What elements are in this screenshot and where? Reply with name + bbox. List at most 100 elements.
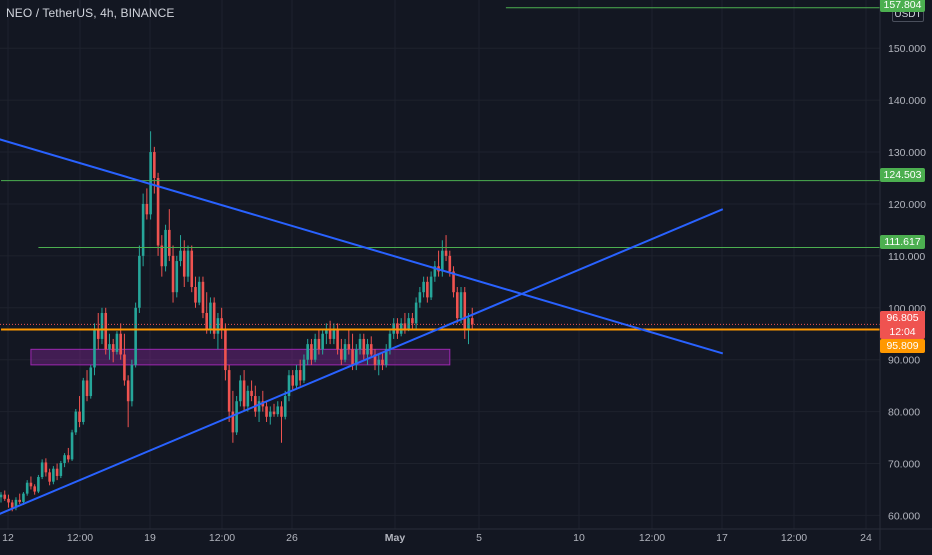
candle-body [93,328,96,368]
candle-body [227,370,231,412]
candle-body [268,411,272,417]
candle-body [216,318,220,334]
candle-body [44,462,48,473]
grid-layer [0,0,880,529]
candle-body [246,390,250,407]
candle-body [388,333,392,350]
bar-countdown-badge: 12:04 [880,325,925,339]
candle-body [40,462,44,478]
candle-body [224,328,227,371]
candle-body [369,344,373,355]
candle-body [141,203,145,256]
candle-body [332,328,336,339]
x-tick-label: 26 [286,532,298,544]
candle-body [455,292,459,319]
candle-body [108,344,111,350]
candle-body [115,333,119,352]
candle-body [130,364,134,402]
candle-body [78,411,81,422]
candle-body [321,333,324,350]
candle-body [403,323,407,329]
candle-body [85,380,89,397]
candle-body [265,406,268,417]
candle-body [414,302,418,324]
candle-layer [0,131,474,512]
chart-title: NEO / TetherUS, 4h, BINANCE [6,6,175,20]
x-tick-label: 12:00 [781,532,807,544]
candle-body [325,328,328,334]
x-tick-label: 12:00 [67,532,93,544]
y-tick-label: 120.000 [888,199,926,211]
candle-body [55,468,59,476]
candle-body [25,482,29,494]
candle-body [160,245,164,267]
x-tick-label: 24 [860,532,872,544]
x-tick-label: 17 [716,532,728,544]
candle-body [377,359,381,365]
candle-body [343,344,347,360]
candle-body [14,499,18,508]
candle-body [29,482,33,487]
candle-body [317,338,321,350]
y-tick-label: 150.000 [888,43,926,55]
candle-body [119,333,122,355]
candle-body [384,349,388,365]
candle-body [298,370,302,381]
candle-body [89,367,93,397]
candle-body [358,338,362,350]
candle-body [313,338,317,360]
candle-body [37,477,40,492]
candle-body [433,266,437,277]
candle-body [220,318,223,329]
x-tick-label: 12 [2,532,14,544]
candle-body [467,318,470,329]
candle-body [328,328,332,339]
candle-body [156,178,160,246]
candle-body [145,203,149,215]
candle-body [235,401,238,433]
x-tick-label: May [385,532,406,544]
candle-body [254,396,257,412]
candle-body [111,344,115,352]
support-level-badge: 95.809 [880,339,925,353]
x-tick-label: 10 [573,532,585,544]
candle-body [205,312,208,329]
candle-body [231,411,235,433]
candle-body [422,281,425,293]
y-tick-label: 80.000 [888,407,920,419]
resistance-trendline [0,138,724,355]
candle-body [197,281,201,303]
level-layer [0,7,880,331]
candle-body [407,318,410,329]
candle-body [96,328,100,339]
candle-body [459,292,463,319]
y-tick-label: 140.000 [888,95,926,107]
candle-body [126,380,130,402]
candle-body [10,502,14,508]
candle-body [179,250,182,262]
candle-body [302,359,306,381]
candle-body [190,250,194,288]
candle-body [355,349,358,365]
candle-body [123,354,126,381]
candle-body [171,255,175,293]
candle-body [336,328,339,350]
last-price-badge: 96.805 [880,311,925,325]
y-tick-label: 90.000 [888,355,920,367]
candle-body [59,462,63,476]
candle-body [175,261,179,293]
candle-body [463,292,467,329]
candle-body [153,152,156,178]
candle-body [373,354,377,365]
support-trendline [0,208,724,515]
candle-body [63,455,66,463]
level-badge-111: 111.617 [880,235,925,249]
y-tick-label: 70.000 [888,459,920,471]
candle-body [0,494,3,498]
trendline-layer [0,138,724,515]
candle-body [351,349,354,365]
candle-body [168,229,171,256]
candle-body [287,375,291,397]
